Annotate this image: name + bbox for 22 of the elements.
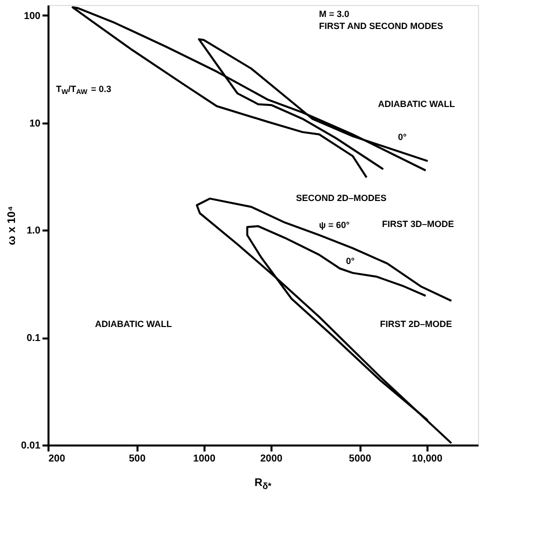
annotation: SECOND 2D–MODES: [296, 193, 387, 203]
x-tick-label: 1000: [193, 454, 216, 464]
y-axis-title: ω x 10⁴: [6, 206, 18, 246]
annotation: ψ = 60°: [319, 220, 350, 230]
annotation: FIRST 3D–MODE: [382, 219, 454, 229]
x-tick-label: 500: [128, 454, 146, 464]
x-tick-label: 2000: [260, 454, 283, 464]
annotation: FIRST 2D–MODE: [380, 319, 452, 329]
annotation: 0°: [398, 132, 408, 142]
annotation: ADIABATIC WALL: [378, 99, 456, 109]
annotation: FIRST AND SECOND MODES: [319, 21, 444, 31]
annotation: M = 3.0: [319, 9, 350, 19]
annotation: 0°: [346, 256, 356, 266]
y-tick-label: 1.0: [26, 226, 41, 237]
y-tick-label: 100: [24, 10, 41, 22]
x-tick-label: 5000: [348, 454, 372, 464]
annotation: ADIABATIC WALL: [95, 319, 172, 329]
x-tick-label: 200: [48, 454, 66, 464]
y-tick-label: 10: [29, 118, 41, 130]
y-tick-label: 0.1: [26, 333, 41, 344]
x-tick-label: 10,000: [412, 454, 443, 464]
y-tick-label: 0.01: [21, 440, 41, 452]
